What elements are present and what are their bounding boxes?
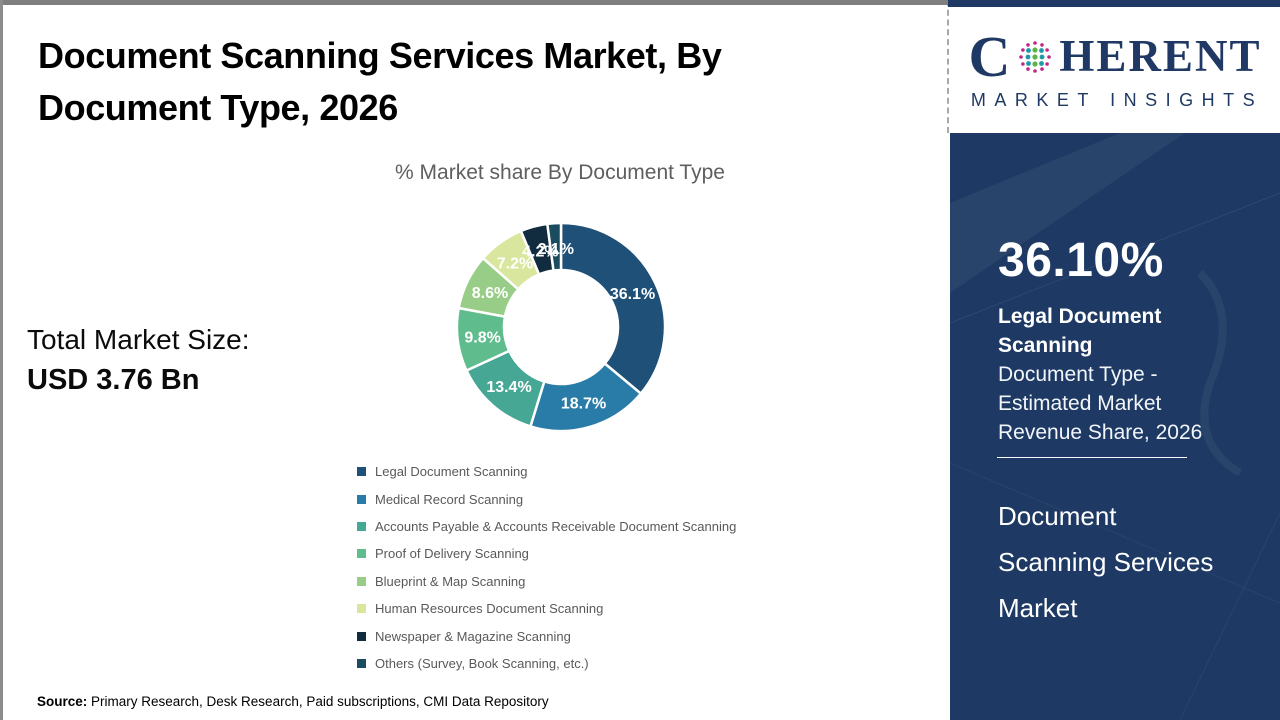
legend-label: Newspaper & Magazine Scanning <box>375 628 571 644</box>
legend-item: Proof of Delivery Scanning <box>357 540 736 567</box>
total-market-size: Total Market Size: USD 3.76 Bn <box>27 320 250 400</box>
slice-label-0: 36.1% <box>610 286 655 303</box>
sidebar-panel: 36.10% Legal Document Scanning Document … <box>950 133 1280 720</box>
legend-item: Legal Document Scanning <box>357 458 736 485</box>
pie-slice-0 <box>559 221 667 395</box>
slice-label-1: 18.7% <box>561 395 606 412</box>
top-border-accent <box>948 0 1280 7</box>
legend-label: Others (Survey, Book Scanning, etc.) <box>375 655 589 671</box>
logo-letters-herent: HERENT <box>1059 31 1262 81</box>
source-text: Primary Research, Desk Research, Paid su… <box>87 694 549 709</box>
legend-swatch <box>357 631 366 641</box>
legend-swatch <box>357 549 366 559</box>
logo-tagline: MARKET INSIGHTS <box>970 89 1264 110</box>
legend-swatch <box>357 604 366 614</box>
slice-label-7: 2.1% <box>538 241 574 258</box>
legend-swatch <box>357 521 366 531</box>
slice-label-6: 4.2% <box>522 243 558 260</box>
legend-label: Proof of Delivery Scanning <box>375 546 529 562</box>
chart-title: % Market share By Document Type <box>395 161 725 184</box>
slice-label-4: 8.6% <box>472 285 508 302</box>
source-label: Source: <box>37 694 88 709</box>
highlight-stat: 36.10% Legal Document Scanning Document … <box>998 233 1258 447</box>
logo-wordmark: C HERENT <box>968 23 1262 89</box>
source-line: Source: Primary Research, Desk Research,… <box>37 694 549 709</box>
left-border <box>0 0 3 720</box>
legend-label: Legal Document Scanning <box>375 464 528 480</box>
dashed-divider <box>947 0 949 133</box>
legend-item: Human Resources Document Scanning <box>357 595 736 622</box>
map-background-decoration <box>950 133 1280 720</box>
legend-item: Others (Survey, Book Scanning, etc.) <box>357 650 736 677</box>
report-title-line1: Document <box>998 501 1117 531</box>
report-title-line2: Scanning Services <box>998 547 1214 577</box>
slice-label-2: 13.4% <box>486 379 531 396</box>
globe-icon <box>1019 40 1052 73</box>
legend-swatch <box>357 576 366 586</box>
slice-label-3: 9.8% <box>464 329 500 346</box>
highlight-line1: Document Type - <box>998 363 1158 386</box>
legend-label: Human Resources Document Scanning <box>375 601 604 617</box>
total-market-label: Total Market Size: <box>27 324 250 355</box>
donut-chart: 36.1% 18.7% 13.4% 9.8% 8.6% 7.2%4.2%2.1% <box>455 221 667 433</box>
slice-label-5: 7.2% <box>497 255 533 272</box>
page-title-line2: Document Type, 2026 <box>38 87 398 128</box>
report-title: Document Scanning Services Market <box>998 493 1258 631</box>
highlight-value: 36.10% <box>998 234 1164 287</box>
legend-swatch <box>357 658 366 668</box>
legend-swatch <box>357 467 366 477</box>
highlight-line2: Estimated Market <box>998 392 1162 415</box>
top-border <box>0 0 1280 5</box>
legend-item: Medical Record Scanning <box>357 485 736 512</box>
legend-label: Blueprint & Map Scanning <box>375 573 526 589</box>
legend-label: Accounts Payable & Accounts Receivable D… <box>375 518 737 534</box>
pie-slice-7 <box>546 221 563 272</box>
legend-swatch <box>357 494 366 504</box>
page-title-line1: Document Scanning Services Market, By <box>38 35 722 76</box>
separator-line <box>997 457 1187 458</box>
brand-logo: C HERENT MARKET INSIGHTS <box>950 5 1280 133</box>
report-title-line3: Market <box>998 593 1078 623</box>
total-market-value: USD 3.76 Bn <box>27 364 200 396</box>
legend-item: Blueprint & Map Scanning <box>357 568 736 595</box>
chart-legend: Legal Document Scanning Medical Record Sc… <box>357 458 736 677</box>
highlight-line3: Revenue Share, 2026 <box>998 421 1203 444</box>
page-title: Document Scanning Services Market, By Do… <box>38 30 878 134</box>
legend-item: Newspaper & Magazine Scanning <box>357 622 736 649</box>
legend-item: Accounts Payable & Accounts Receivable D… <box>357 513 736 540</box>
logo-letter-c: C <box>968 23 1011 89</box>
legend-label: Medical Record Scanning <box>375 491 524 507</box>
highlight-segment: Legal Document Scanning <box>998 305 1162 357</box>
